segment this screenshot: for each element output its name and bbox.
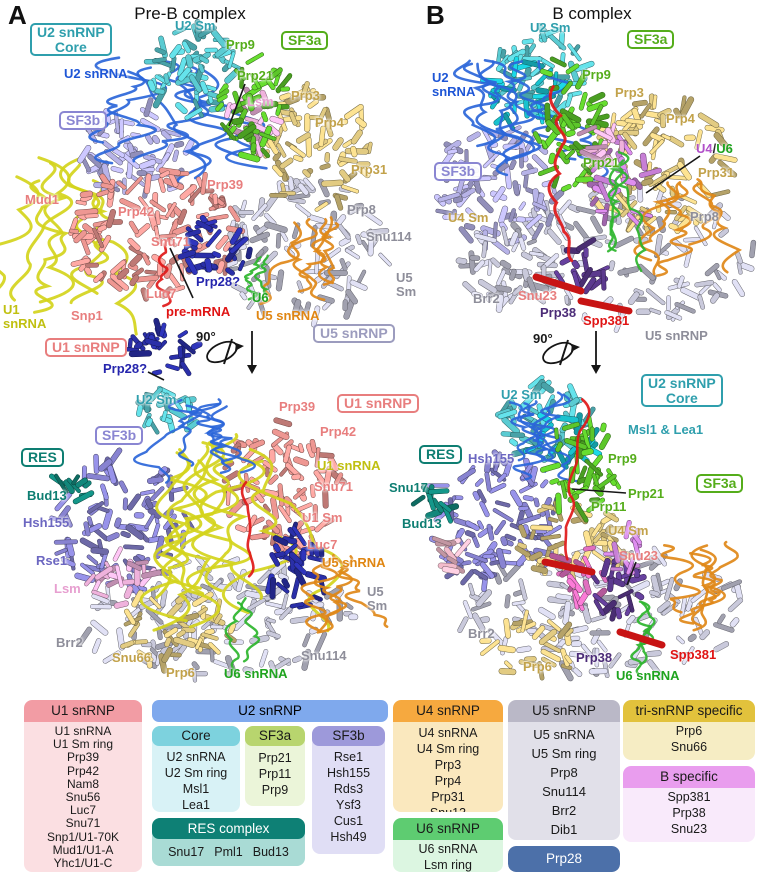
- legend-tri-items: Prp6 Snu66: [623, 722, 755, 758]
- legend-box-u2-core: Core U2 snRNA U2 Sm ring Msl1 Lea1: [152, 726, 240, 812]
- rotation-90-icon: [542, 339, 580, 366]
- legend-item: Prp11: [258, 767, 292, 781]
- legend-item: Snu66: [670, 740, 708, 754]
- legend-sf3b-items: Rse1 Hsh155 Rds3 Ysf3 Cus1 Hsh49: [312, 746, 385, 848]
- legend-item: Snu13: [395, 805, 501, 812]
- legend-sf3a-title: SF3a: [245, 726, 305, 746]
- legend-item: Cus1: [333, 814, 364, 828]
- legend-u4-title: U4 snRNP: [393, 700, 503, 722]
- legend-item: U6 snRNA: [418, 842, 478, 856]
- legend-item: Lsm ring: [424, 858, 472, 872]
- legend-item: Prp4: [434, 774, 462, 788]
- legend-item: Ysf3: [335, 798, 361, 812]
- legend-item: Mud1/U1-A: [52, 842, 114, 857]
- legend-item: Hsh155: [326, 766, 371, 780]
- legend-item: Prp8: [550, 765, 578, 780]
- legend-item: U4 snRNA: [418, 726, 478, 740]
- rotation-90-icon: [206, 338, 244, 365]
- legend-box-sf3a: SF3a Prp21 Prp11 Prp9: [245, 726, 305, 806]
- legend-box-tri-snrnp: tri-snRNP specific Prp6 Snu66: [623, 700, 755, 760]
- legend-box-res: RES complex Snu17 Pml1 Bud13: [152, 818, 305, 866]
- legend-core-items: U2 snRNA U2 Sm ring Msl1 Lea1: [152, 746, 240, 812]
- legend-box-b-specific: B specific Spp381 Prp38 Snu23: [623, 766, 755, 842]
- legend-b-specific-items: Spp381 Prp38 Snu23: [623, 788, 755, 840]
- legend-item: Snu23: [670, 822, 708, 836]
- legend-item: Snu114: [542, 784, 586, 799]
- legend-u5-items: U5 snRNA U5 Sm ring Prp8 Snu114 Brr2 Dib1: [508, 722, 620, 840]
- legend-item: Snp1/U1-70K: [46, 829, 120, 844]
- legend-u6-title: U6 snRNP: [393, 818, 503, 840]
- legend-item: Snu17: [168, 845, 205, 859]
- legend-box-u1: U1 snRNP U1 snRNA U1 Sm ring Prp39 Prp42 Nam…: [24, 700, 142, 872]
- legend-item: U5 Sm ring: [531, 746, 597, 761]
- legend-box-prp28: Prp28: [508, 846, 620, 872]
- legend-tri-title: tri-snRNP specific: [623, 700, 755, 722]
- legend-item: Prp38: [672, 806, 706, 820]
- structure-pre-b-bottom: [49, 385, 389, 683]
- down-arrow-icon: [247, 331, 257, 374]
- legend-item: Prp6: [675, 724, 703, 738]
- legend-sf3a-items: Prp21 Prp11 Prp9: [245, 746, 305, 801]
- legend: U1 snRNP U1 snRNA U1 Sm ring Prp39 Prp42 Nam…: [0, 690, 768, 882]
- legend-res-items: Snu17 Pml1 Bud13: [152, 839, 305, 863]
- legend-item: Prp9: [261, 783, 289, 797]
- legend-box-u5: U5 snRNP U5 snRNA U5 Sm ring Prp8 Snu114 Brr…: [508, 700, 620, 840]
- legend-item: Dib1: [550, 822, 578, 837]
- legend-item: Prp39: [66, 750, 100, 765]
- legend-item: U1 Sm ring: [52, 737, 114, 752]
- legend-item: U2 Sm ring: [164, 766, 228, 780]
- legend-item: Lea1: [182, 798, 210, 812]
- legend-box-u6: U6 snRNP U6 snRNA Lsm ring: [393, 818, 503, 872]
- legend-u1-items: U1 snRNA U1 Sm ring Prp39 Prp42 Nam8 Snu56 Luc…: [24, 722, 142, 872]
- legend-item: U5 snRNA: [533, 727, 595, 742]
- legend-group-u2: U2 snRNP Core U2 snRNA U2 Sm ring Msl1 Lea1…: [152, 700, 388, 866]
- structure-b-top: [434, 23, 757, 374]
- legend-box-sf3b: SF3b Rse1 Hsh155 Rds3 Ysf3 Cus1 Hsh49: [312, 726, 385, 854]
- legend-item: Prp21: [258, 751, 292, 765]
- legend-box-u4: U4 snRNP U4 snRNA U4 Sm ring Prp3 Prp4 Prp31…: [393, 700, 503, 812]
- down-arrow-icon: [591, 331, 601, 374]
- legend-item: Yhc1/U1-C: [53, 856, 113, 871]
- legend-res-title: RES complex: [152, 818, 305, 839]
- legend-item: Snu56: [65, 790, 101, 805]
- legend-u5-title: U5 snRNP: [508, 700, 620, 722]
- legend-item: U2 snRNA: [166, 750, 226, 764]
- legend-item: Hsh49: [330, 830, 367, 844]
- legend-u4-items: U4 snRNA U4 Sm ring Prp3 Prp4 Prp31Snu13: [393, 722, 503, 812]
- legend-item: U1 snRNA: [54, 724, 112, 738]
- legend-item: Msl1: [182, 782, 210, 796]
- legend-u1-title: U1 snRNP: [24, 700, 142, 722]
- legend-item: Nam8: [66, 776, 99, 791]
- legend-item: Snu71: [65, 816, 101, 831]
- legend-core-title: Core: [152, 726, 240, 746]
- legend-item: Luc7: [69, 803, 97, 818]
- legend-item: Brr2: [551, 803, 577, 818]
- legend-b-specific-title: B specific: [623, 766, 755, 788]
- legend-item: Prp3: [434, 758, 462, 772]
- legend-item: Rse1: [333, 750, 364, 764]
- legend-item: Prp42: [66, 763, 100, 778]
- legend-item: Pml1: [214, 845, 243, 859]
- legend-item: Rds3: [333, 782, 364, 796]
- legend-prp28-title: Prp28: [508, 846, 620, 872]
- legend-item: Prp31: [431, 790, 465, 804]
- legend-u6-items: U6 snRNA Lsm ring: [393, 840, 503, 872]
- legend-item: Bud13: [252, 845, 289, 859]
- structure-pre-b-top: [0, 18, 392, 381]
- legend-sf3b-title: SF3b: [312, 726, 385, 746]
- structure-b-bottom: [410, 374, 744, 682]
- legend-item: Spp381: [667, 790, 711, 804]
- legend-item: U4 Sm ring: [416, 742, 480, 756]
- legend-u2-title: U2 snRNP: [152, 700, 388, 722]
